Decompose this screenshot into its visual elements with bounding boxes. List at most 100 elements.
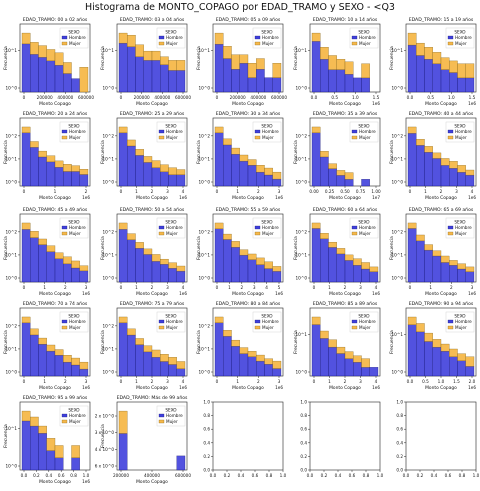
bar-mujer xyxy=(21,410,31,422)
x-axis-label: Monto Copago xyxy=(136,479,168,485)
subplot-title: EDAD_TRAMO: 30 a 34 años xyxy=(216,111,281,117)
legend-swatch-hombre xyxy=(254,225,261,230)
bar-hombre xyxy=(71,171,80,187)
x-tick-label: 0.6 xyxy=(58,473,65,478)
bar-mujer xyxy=(449,60,458,73)
bar-mujer xyxy=(127,233,136,240)
bar-hombre xyxy=(135,248,144,283)
bar-mujer xyxy=(465,356,475,367)
legend-title: SEXO xyxy=(358,220,370,225)
bar-mujer xyxy=(328,241,337,248)
bar-hombre xyxy=(176,70,186,93)
bar-mujer xyxy=(344,172,354,180)
x-tick-label: 1.0 xyxy=(83,473,90,478)
x-axis-label: Monto Copago xyxy=(136,385,168,391)
bar-hombre xyxy=(353,362,362,377)
bar-hombre xyxy=(320,59,329,93)
bar-hombre xyxy=(344,358,354,377)
bar-hombre xyxy=(38,156,47,187)
legend-swatch-mujer xyxy=(61,41,68,46)
bar-hombre xyxy=(46,251,56,283)
bar-mujer xyxy=(127,34,136,47)
x-offset-label: 1e6 xyxy=(82,385,90,390)
x-tick-label: 0.4 xyxy=(431,473,438,478)
bar-mujer xyxy=(424,146,433,153)
legend-swatch-hombre xyxy=(158,129,165,134)
bar-hombre xyxy=(143,351,153,377)
bar-hombre xyxy=(63,171,72,187)
bar-hombre xyxy=(38,244,47,283)
x-axis-label: Monto Copago xyxy=(425,385,457,391)
x-tick-label: 3 xyxy=(359,285,362,290)
legend-label-mujer: Mujer xyxy=(166,325,178,330)
y-tick-label: 10^2 xyxy=(295,133,307,138)
y-tick-label: 10^2 xyxy=(391,133,403,138)
y-tick-label: 10^1 xyxy=(391,252,403,257)
bar-mujer xyxy=(176,169,186,175)
y-axis-label: Frecuencia xyxy=(293,330,299,354)
bar-hombre xyxy=(30,237,39,283)
bar-mujer xyxy=(118,222,128,230)
x-tick-label: 1 xyxy=(236,189,239,194)
bar-hombre xyxy=(46,450,56,471)
x-tick-label: 0.4 xyxy=(335,473,342,478)
bar-mujer xyxy=(214,126,224,134)
x-tick-label: 2 xyxy=(151,379,154,384)
y-tick-label: 0.4 xyxy=(300,440,307,445)
bar-hombre xyxy=(160,361,169,377)
y-tick-label: 0.8 xyxy=(203,413,210,418)
legend-label-mujer: Mujer xyxy=(262,231,274,236)
bar-mujer xyxy=(440,158,450,166)
legend-swatch-mujer xyxy=(447,41,454,46)
legend-swatch-hombre xyxy=(158,319,165,324)
x-tick-label: 0 xyxy=(120,285,123,290)
x-tick-label: 2 xyxy=(450,285,453,290)
bar-mujer xyxy=(151,349,161,358)
bar-mujer xyxy=(336,346,346,354)
y-tick-label: 10^0 xyxy=(391,86,403,91)
bar-mujer xyxy=(21,126,31,133)
x-axis-label: Monto Copago xyxy=(232,101,264,107)
bar-hombre xyxy=(440,69,450,93)
x-tick-label: 5 xyxy=(278,285,281,290)
x-tick-label: 200000 xyxy=(230,95,246,100)
y-tick-label: 3 x 10^0 xyxy=(95,430,115,435)
legend-title: SEXO xyxy=(165,314,177,319)
y-axis-label: Frecuencia xyxy=(3,330,9,354)
legend-label-mujer: Mujer xyxy=(455,231,467,236)
subplot-14: EDAD_TRAMO: 60 a 64 años 10^0 10^1 10^2 0 1 2 3… xyxy=(293,207,380,297)
bar-hombre xyxy=(407,44,417,93)
bar-mujer xyxy=(311,316,321,325)
legend-swatch-hombre xyxy=(351,35,358,40)
bar-hombre xyxy=(424,249,433,283)
bar-hombre xyxy=(320,338,329,377)
subplot-17: EDAD_TRAMO: 75 a 79 años 10^0 10^1 10^2 0 1 2 3… xyxy=(100,301,187,391)
legend-label-hombre: Hombre xyxy=(262,129,279,134)
bar-hombre xyxy=(176,455,186,471)
bar-hombre xyxy=(256,171,265,187)
bar-hombre xyxy=(272,271,282,283)
x-tick-label: 1 xyxy=(135,285,138,290)
y-tick-label: 0.4 xyxy=(203,440,210,445)
bar-hombre xyxy=(21,43,31,93)
bar-hombre xyxy=(416,331,425,377)
bar-mujer xyxy=(247,253,257,260)
bar-mujer xyxy=(38,425,47,434)
y-tick-label: 1.0 xyxy=(203,400,210,405)
legend-label-mujer: Mujer xyxy=(69,41,81,46)
x-tick-label: 2 xyxy=(64,285,67,290)
bar-hombre xyxy=(344,260,354,283)
bar-hombre xyxy=(440,165,450,187)
x-tick-label: 0.00 xyxy=(309,189,319,194)
y-axis-label: Frecuencia xyxy=(3,236,9,260)
x-tick-label: 3 xyxy=(85,379,88,384)
y-tick-label: 10^0 xyxy=(102,276,114,281)
bar-hombre xyxy=(336,175,346,187)
x-tick-label: 2 xyxy=(257,189,260,194)
x-tick-label: 2.0 xyxy=(469,379,476,384)
x-tick-label: 4 xyxy=(375,285,378,290)
bar-hombre xyxy=(416,55,425,93)
legend-label-mujer: Mujer xyxy=(359,325,371,330)
bar-hombre xyxy=(63,73,72,93)
bar-mujer xyxy=(239,54,249,64)
